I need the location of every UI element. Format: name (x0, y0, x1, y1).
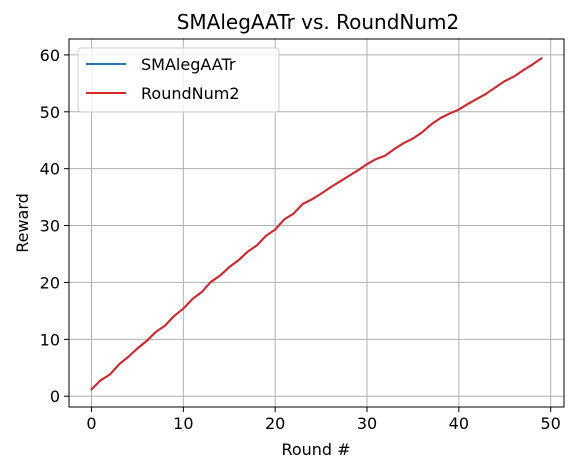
x-tick-label: 10 (173, 414, 193, 433)
x-tick-label: 20 (265, 414, 285, 433)
y-tick-label: 50 (40, 103, 60, 122)
legend-box (77, 47, 280, 113)
y-tick-label: 60 (40, 46, 60, 65)
y-tick-label: 20 (40, 273, 60, 292)
x-tick-label: 0 (86, 414, 96, 433)
legend-label-smalegaatr: SMAlegAATr (141, 55, 236, 74)
y-tick-label: 0 (50, 387, 60, 406)
legend: SMAlegAATr RoundNum2 (77, 47, 280, 113)
y-tick-label: 10 (40, 330, 60, 349)
y-tick-label: 40 (40, 160, 60, 179)
x-tick-label: 30 (357, 414, 377, 433)
x-tick-label: 40 (449, 414, 469, 433)
y-axis-label: Reward (13, 193, 32, 253)
series-lines (90, 57, 543, 391)
y-tick-label: 30 (40, 217, 60, 236)
axis-ticks: 0 10 20 30 40 50 0 10 20 30 40 50 60 (40, 46, 561, 433)
x-axis-label: Round # (281, 440, 350, 459)
x-tick-label: 50 (541, 414, 561, 433)
plot-area-frame (68, 38, 565, 408)
legend-label-roundnum2: RoundNum2 (141, 84, 240, 103)
chart-title: SMAlegAATr vs. RoundNum2 (177, 10, 460, 34)
series-line-roundnum2 (90, 57, 543, 391)
